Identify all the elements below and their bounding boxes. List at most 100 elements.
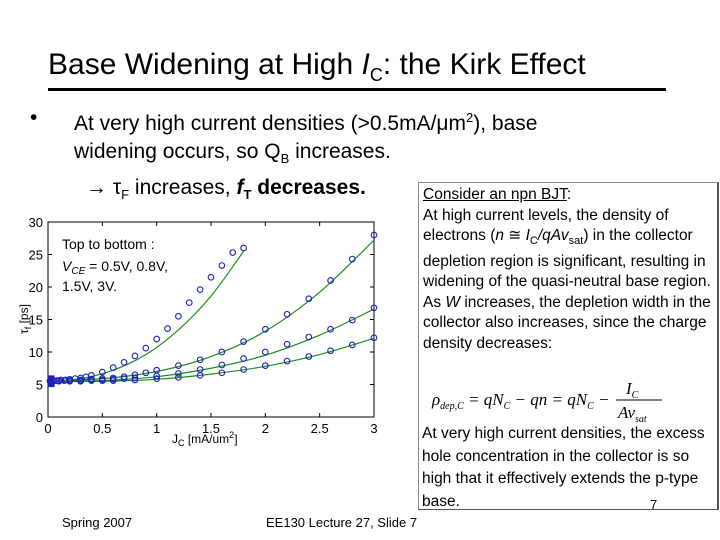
- slide-title: Base Widening at High IC: the Kirk Effec…: [48, 48, 586, 86]
- data-point-series-4: [109, 377, 117, 384]
- x-axis-label: JC [mA/um2]: [172, 430, 238, 448]
- y-tick-label: 15: [29, 313, 43, 328]
- data-point-series-2: [218, 348, 226, 356]
- callout-text: Consider an npn BJT: At high current lev…: [423, 185, 717, 354]
- approx-symbol: ≅: [504, 227, 526, 244]
- y-tick-label: 0: [36, 410, 43, 425]
- data-point-series-4: [196, 372, 204, 379]
- para1-end: ) in the collector depletion region is s…: [423, 227, 711, 291]
- bullet-line2-post: increases.: [289, 140, 391, 163]
- data-point-series-3: [153, 372, 161, 380]
- data-point-series-2: [120, 373, 128, 381]
- y-tick-label: 20: [29, 280, 43, 295]
- data-point-series-2: [142, 369, 150, 377]
- data-point-series-4: [348, 341, 356, 349]
- data-point-series-3: [175, 370, 182, 377]
- data-point-series-1: [120, 359, 128, 366]
- data-point-series-1: [218, 262, 226, 269]
- title-underline: [48, 88, 666, 91]
- data-point-series-4: [88, 377, 95, 384]
- formula-numerator: IC: [625, 379, 639, 401]
- consequence-end: decreases.: [251, 176, 366, 199]
- fit-curve-2: [47, 239, 375, 382]
- data-point-series-1: [229, 249, 237, 256]
- data-point-series-4: [305, 353, 313, 360]
- data-point-series-3: [218, 361, 226, 369]
- data-point-series-1: [196, 286, 204, 293]
- data-point-series-2: [175, 362, 182, 369]
- ft-subscript: T: [243, 187, 252, 203]
- low-current-point-cluster: [48, 375, 55, 388]
- para2-start: As: [423, 293, 446, 311]
- annotation-line2: VCE = 0.5V, 0.8V,: [62, 258, 168, 277]
- data-point-series-2: [261, 325, 269, 333]
- n-symbol: n: [495, 227, 504, 244]
- x-tick-label: 1: [153, 421, 160, 436]
- explanation-callout: Consider an npn BJT: At high current lev…: [418, 182, 719, 510]
- y-tick-label: 25: [29, 248, 43, 263]
- data-point-series-4: [218, 369, 226, 377]
- title-ic-subscript: C: [369, 65, 383, 85]
- formula-denominator: Avsat: [617, 403, 647, 422]
- data-point-series-3: [305, 333, 313, 341]
- x-tick-label: 0: [44, 421, 51, 436]
- data-point-series-2: [327, 277, 334, 284]
- callout-heading-colon: :: [566, 186, 572, 203]
- data-point-series-2: [240, 338, 247, 345]
- footer-date: Spring 2007: [62, 515, 133, 530]
- title-ic-symbol: I: [361, 48, 370, 81]
- vsat-subscript: sat: [568, 235, 584, 248]
- data-point-series-1: [240, 244, 247, 252]
- data-point-series-1: [131, 352, 139, 360]
- annotation-line3: 1.5V, 3V.: [62, 278, 117, 294]
- data-point-series-1: [175, 312, 182, 320]
- qb-subscript: B: [280, 151, 290, 167]
- x-tick-label: 2: [262, 421, 269, 436]
- data-point-series-1: [98, 368, 106, 376]
- data-point-series-1: [153, 335, 161, 343]
- data-point-series-2: [305, 295, 313, 303]
- y-axis-label: τf [ps]: [17, 304, 33, 334]
- data-point-series-4: [77, 377, 84, 385]
- data-point-series-2: [348, 255, 356, 263]
- para2-end: increases, the depletion width in the co…: [423, 293, 711, 352]
- charge-density-formula: ρdep,C = qNC − qn = qNC − IC Avsat: [431, 379, 662, 422]
- arrow-icon: →: [86, 176, 107, 199]
- ic-symbol: I: [525, 227, 530, 244]
- data-point-series-4: [240, 366, 247, 373]
- data-point-series-4: [327, 347, 334, 355]
- data-point-series-3: [348, 316, 356, 324]
- tau-subscript: F: [121, 187, 130, 203]
- x-tick-label: 2.5: [311, 421, 329, 436]
- data-point-series-4: [66, 377, 74, 385]
- data-point-series-1: [185, 299, 193, 306]
- y-tick-label: 30: [29, 215, 43, 230]
- x-tick-label: 1.5: [202, 421, 220, 436]
- para1-start: At high current levels, the density of e…: [423, 206, 669, 245]
- data-point-series-1: [109, 364, 117, 371]
- data-point-series-1: [164, 325, 171, 332]
- page-number-box: 7: [650, 497, 658, 512]
- data-point-series-3: [131, 374, 139, 382]
- data-point-series-4: [153, 375, 161, 382]
- consequence-mid: increases,: [129, 176, 237, 199]
- title-text: Base Widening at High: [48, 48, 362, 81]
- data-point-series-4: [131, 376, 139, 384]
- callout-heading: Consider an npn BJT: [423, 186, 567, 203]
- ft-symbol: f: [236, 176, 244, 199]
- bullet-unit-m: m: [448, 112, 467, 135]
- data-point-series-4: [283, 357, 291, 365]
- footer-slide-info: EE130 Lecture 27, Slide 7: [266, 515, 418, 530]
- data-point-series-1: [207, 273, 215, 281]
- bullet-line1-post: ), base: [473, 112, 538, 135]
- mu-symbol: μ: [436, 112, 449, 135]
- data-point-series-4: [370, 334, 378, 342]
- bullet-dot: •: [30, 106, 38, 129]
- bullet-line1-pre: At very high current densities (>0.5mA/: [74, 112, 437, 135]
- y-tick-label: 5: [36, 378, 43, 393]
- bullet-superscript: 2: [466, 110, 474, 125]
- data-point-series-2: [283, 310, 291, 318]
- qavsat-symbol: /qAv: [537, 227, 569, 244]
- data-point-series-3: [370, 304, 378, 312]
